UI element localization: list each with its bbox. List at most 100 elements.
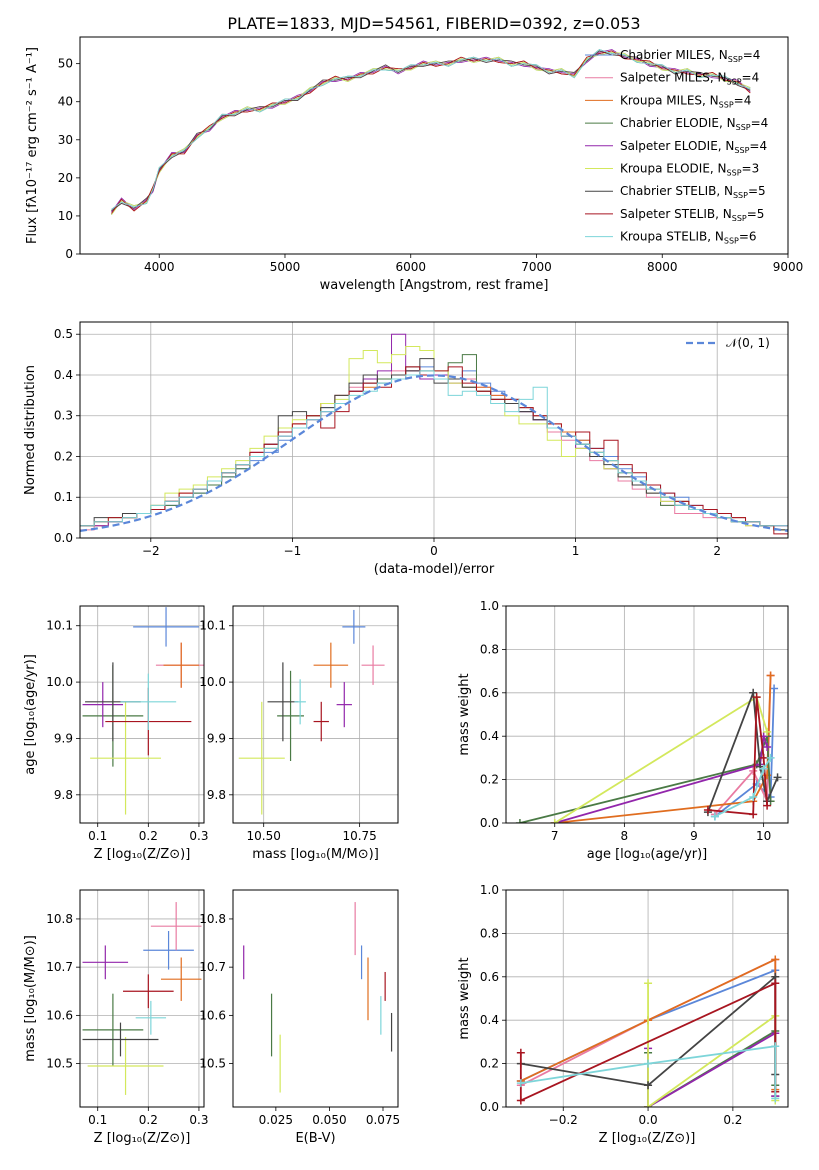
- point-marker: [771, 955, 780, 964]
- x-tick-label: 4000: [144, 260, 175, 274]
- y-tick-label: 0.8: [480, 642, 499, 656]
- legend-label: Kroupa STELIB, NSSP=6: [620, 230, 757, 246]
- x-tick-label: 0: [430, 544, 438, 558]
- point-marker: [749, 688, 758, 697]
- point-marker: [759, 764, 768, 773]
- y-axis-label: age [log₁₀(age/yr)]: [23, 654, 38, 775]
- plot-area: [506, 606, 788, 823]
- point-marker: [703, 805, 712, 814]
- point-marker: [550, 819, 559, 823]
- legend-label: Kroupa MILES, NSSP=4: [620, 93, 751, 109]
- legend-label: Chabrier MILES, NSSP=4: [620, 48, 760, 64]
- panel-age_vs_Z: 0.1 0.2 0.3 9.8 9.9 10.0 10.1 Z [log₁₀(Z/Z⊙)] ag…: [23, 605, 208, 862]
- point-marker: [644, 1059, 653, 1068]
- y-tick-label: 10.8: [199, 912, 226, 926]
- x-tick-label: 0.3: [189, 1113, 208, 1127]
- axes-frame: [79, 36, 789, 255]
- x-axis-label: E(B-V): [295, 1131, 335, 1146]
- axes-frame: [79, 889, 205, 1108]
- y-tick-label: 50: [58, 57, 73, 71]
- series-line-8: [714, 757, 772, 818]
- panel-residuals: −2 −1 0 1 2 0.0 0.1 0.2 0.3 0.4 0.5 (data-model)/er…: [23, 321, 789, 577]
- axes-frame: [505, 889, 789, 1108]
- y-tick-label: 40: [58, 95, 73, 109]
- point-marker: [771, 979, 780, 988]
- point-marker: [752, 693, 761, 702]
- legend-label: Salpeter ELODIE, NSSP=4: [620, 139, 767, 155]
- series-line-6: [111, 50, 751, 212]
- point-marker: [644, 1103, 653, 1107]
- x-tick-label: 0.050: [312, 1113, 346, 1127]
- point-marker: [773, 773, 782, 782]
- x-axis-label: age [log₁₀(age/yr)]: [587, 847, 708, 862]
- y-tick-label: 0.2: [480, 1057, 499, 1071]
- y-axis-label: mass weight: [457, 957, 472, 1039]
- panel-spectrum: 4000 5000 6000 7000 8000 9000 0 10 20 30 40 50 wavel…: [25, 36, 804, 293]
- series-line-5: [111, 51, 751, 216]
- series-line-8: [520, 1045, 777, 1099]
- y-tick-label: 10.1: [46, 619, 73, 633]
- x-tick-label: 0.0: [639, 1113, 658, 1127]
- x-tick-label: 2: [713, 544, 721, 558]
- plot-area: [233, 606, 398, 823]
- y-tick-label: 10: [58, 209, 73, 223]
- x-axis-label: Z [log₁₀(Z/Z⊙)]: [94, 847, 191, 862]
- y-tick-label: 30: [58, 133, 73, 147]
- y-tick-label: 0.0: [480, 1100, 499, 1114]
- y-tick-label: 1.0: [480, 599, 499, 613]
- axes-frame: [232, 889, 399, 1108]
- y-tick-label: 0.0: [54, 531, 73, 545]
- point-marker: [763, 727, 772, 736]
- normal-curve: [80, 374, 788, 532]
- y-tick-label: 0.2: [54, 449, 73, 463]
- y-tick-label: 0.5: [54, 327, 73, 341]
- x-tick-label: 0.2: [139, 1113, 158, 1127]
- point-marker: [771, 1094, 780, 1103]
- point-marker: [763, 743, 772, 752]
- series-line-7: [519, 981, 777, 1102]
- point-marker: [766, 753, 775, 762]
- y-tick-label: 10.5: [199, 1057, 226, 1071]
- point-marker: [749, 810, 758, 819]
- y-axis-label: Normed distribution: [23, 365, 38, 495]
- series-line-0: [714, 688, 775, 818]
- y-axis-label: mass weight: [457, 673, 472, 755]
- series-line-7: [111, 50, 751, 214]
- y-tick-label: 0.4: [480, 1013, 499, 1027]
- axes-frame: [232, 605, 399, 824]
- y-tick-label: 0.1: [54, 490, 73, 504]
- y-tick-label: 0.6: [480, 970, 499, 984]
- x-tick-label: 6000: [395, 260, 426, 274]
- point-marker: [749, 792, 758, 801]
- x-tick-label: 7: [551, 829, 559, 843]
- x-tick-label: 0.3: [189, 829, 208, 843]
- panel-mass_weight_vs_Z: −0.2 0.0 0.2 0.0 0.2 0.4 0.6 0.8 1.0 Z [log₁₀(Z/Z…: [457, 883, 789, 1146]
- axes-frame: [79, 605, 205, 824]
- series-line-2: [554, 675, 772, 823]
- x-tick-label: 9000: [773, 260, 804, 274]
- x-tick-label: 0.1: [88, 829, 107, 843]
- y-tick-label: 9.9: [207, 731, 226, 745]
- y-tick-label: 10.1: [199, 619, 226, 633]
- y-tick-label: 9.8: [54, 788, 73, 802]
- x-axis-label: mass [log₁₀(M/M⊙)]: [252, 847, 379, 862]
- point-marker: [516, 1048, 525, 1057]
- x-tick-label: −1: [284, 544, 302, 558]
- point-marker: [749, 766, 758, 775]
- x-tick-label: 0.025: [259, 1113, 293, 1127]
- legend-label: Chabrier STELIB, NSSP=5: [620, 184, 766, 200]
- y-tick-label: 10.7: [199, 960, 226, 974]
- y-tick-label: 10.5: [46, 1057, 73, 1071]
- x-axis-label: wavelength [Angstrom, rest frame]: [320, 278, 549, 293]
- y-tick-label: 10.0: [199, 675, 226, 689]
- legend-label: Salpeter MILES, NSSP=4: [620, 71, 759, 87]
- y-tick-label: 0.3: [54, 409, 73, 423]
- point-marker: [516, 1096, 525, 1105]
- point-marker: [644, 1081, 653, 1090]
- y-tick-label: 0.4: [54, 368, 73, 382]
- y-tick-label: 10.0: [46, 675, 73, 689]
- panel-mass_vs_Z: 0.1 0.2 0.3 10.5 10.6 10.7 10.8 Z [log₁₀(Z/Z⊙)]…: [23, 889, 208, 1146]
- x-axis-label: Z [log₁₀(Z/Z⊙)]: [599, 1131, 696, 1146]
- point-marker: [515, 819, 524, 823]
- y-tick-label: 9.8: [207, 788, 226, 802]
